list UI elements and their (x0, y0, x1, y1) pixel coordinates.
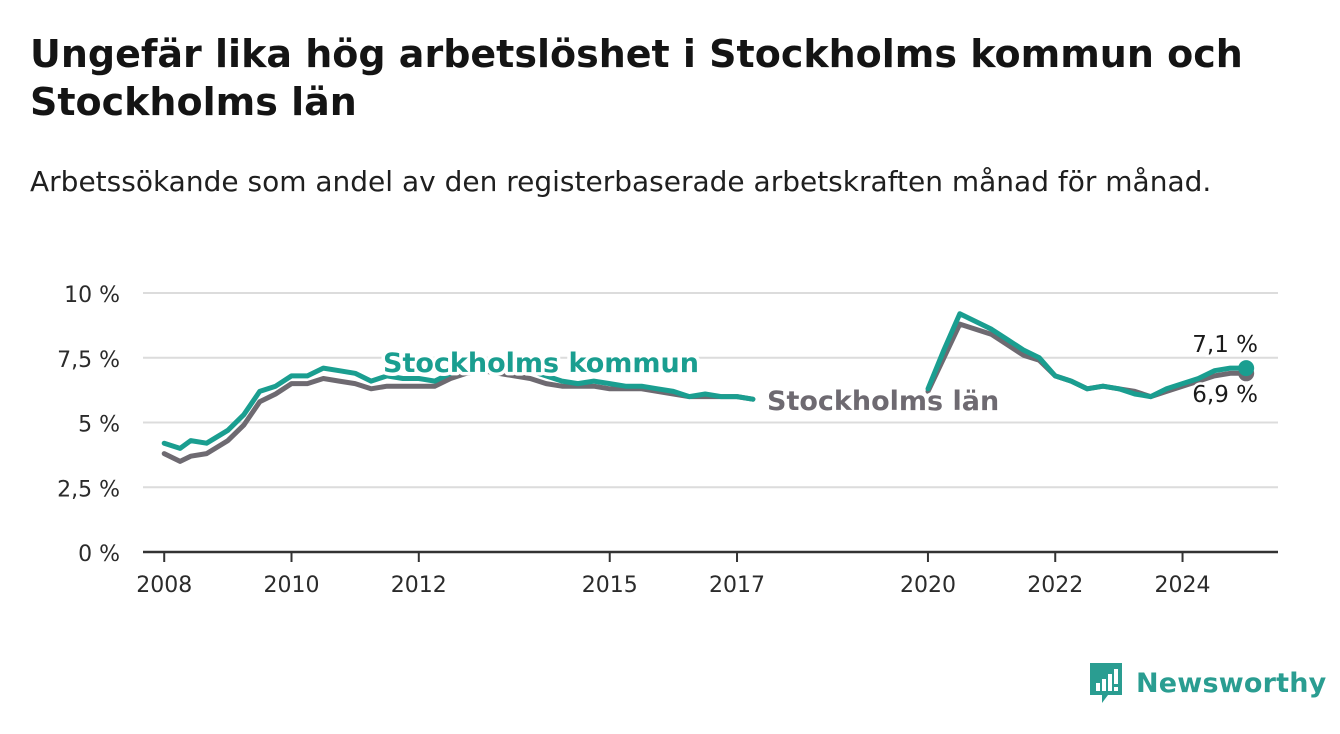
y-tick-label: 2,5 % (57, 477, 120, 502)
x-tick-label: 2015 (582, 573, 638, 598)
end-value-label: 6,9 % (1192, 382, 1258, 408)
brand-name: Newsworthy (1136, 667, 1327, 699)
y-tick-label: 10 % (64, 283, 120, 308)
end-value-label: 7,1 % (1192, 332, 1258, 358)
series-end-point (1238, 360, 1255, 377)
series-label-lan: Stockholms län (767, 386, 999, 417)
y-tick-label: 0 % (78, 542, 120, 567)
bar-chart-exclamation-icon (1090, 663, 1122, 703)
line-chart: 10 % 7,5 % 5 % 2,5 % 0 % 2008 2010 2012 2015 2017… (57, 283, 1278, 598)
x-tick-label: 2008 (136, 573, 192, 598)
chart-subtitle: Arbetssökande som andel av den registerb… (30, 165, 1212, 198)
y-tick-label: 7,5 % (57, 348, 120, 373)
x-tick-label: 2020 (900, 573, 956, 598)
x-tick-label: 2024 (1155, 573, 1211, 598)
y-tick-label: 5 % (78, 413, 120, 438)
newsworthy-logo: Newsworthy (1088, 660, 1326, 706)
x-tick-label: 2022 (1027, 573, 1083, 598)
series-line (161, 311, 1249, 451)
x-tick-label: 2012 (391, 573, 447, 598)
x-tick-label: 2017 (709, 573, 765, 598)
series-label-kommun: Stockholms kommun (383, 348, 699, 379)
x-tick-label: 2010 (264, 573, 320, 598)
chart-title: Ungefär lika hög arbetslöshet i Stockhol… (30, 32, 1243, 124)
